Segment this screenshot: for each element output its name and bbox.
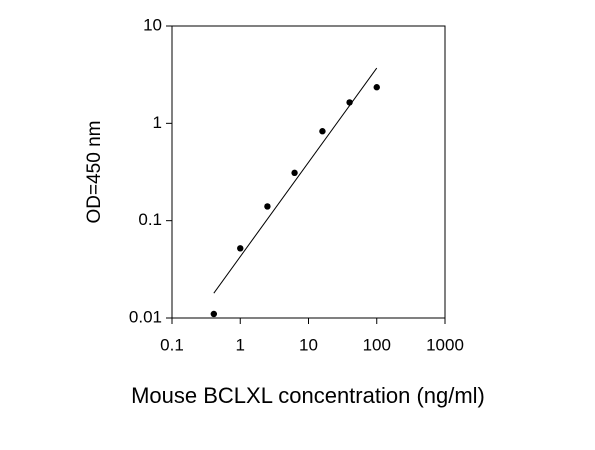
- data-point: [291, 169, 298, 177]
- x-tick-label: 0.1: [160, 335, 184, 354]
- data-point: [264, 203, 271, 210]
- y-tick-label: 0.01: [129, 307, 162, 326]
- data-point: [237, 245, 244, 252]
- data-point: [346, 99, 353, 106]
- data-point: [373, 84, 380, 91]
- y-tick-label: 1: [153, 113, 162, 132]
- plot-frame: [171, 25, 446, 319]
- x-tick-label: 10: [299, 335, 318, 354]
- x-tick-label: 100: [363, 335, 391, 354]
- x-axis-label: Mouse BCLXL concentration (ng/ml): [131, 383, 485, 408]
- data-point: [210, 310, 218, 318]
- data-point: [319, 128, 326, 135]
- x-tick-label: 1: [236, 335, 245, 354]
- y-tick-label: 10: [143, 15, 162, 34]
- y-tick-label: 0.1: [138, 210, 162, 229]
- x-tick-label: 1000: [426, 335, 464, 354]
- y-axis-label: OD=450 nm: [84, 121, 105, 224]
